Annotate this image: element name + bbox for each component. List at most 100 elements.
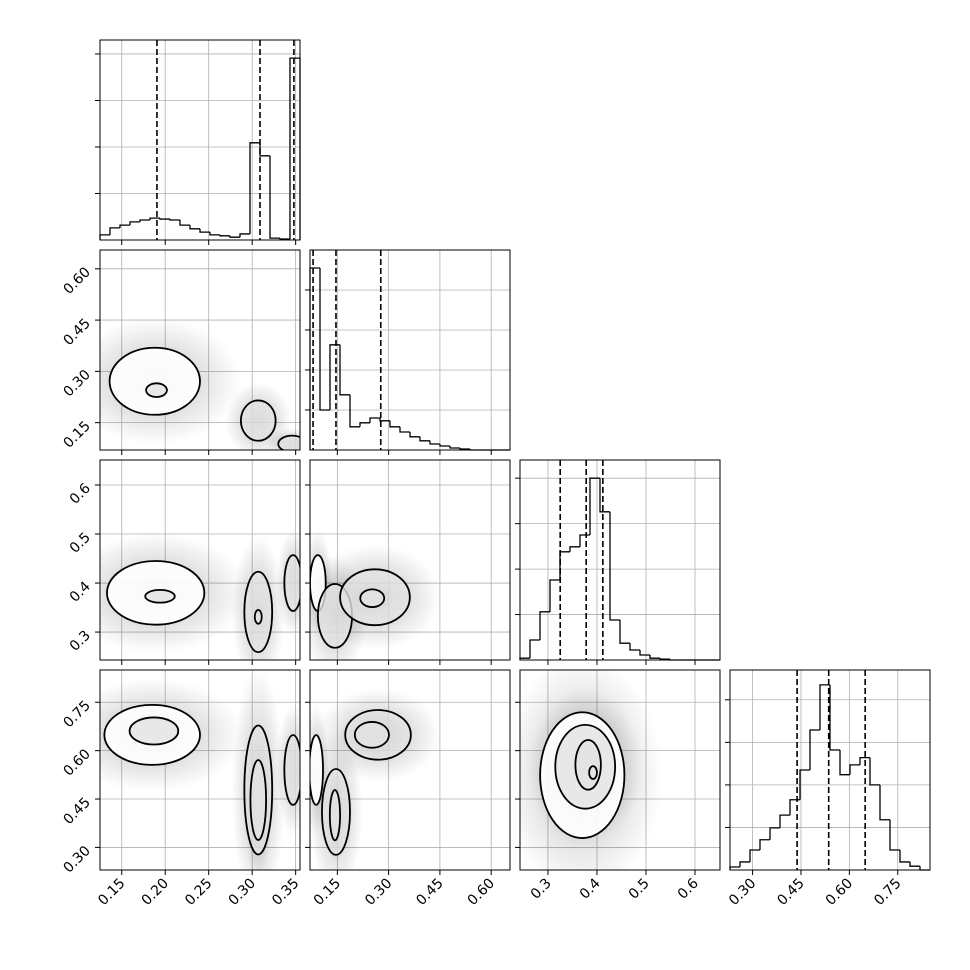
y-tick-label: 0.4 bbox=[67, 578, 94, 605]
hist-bar bbox=[199, 228, 210, 233]
panel-content bbox=[100, 670, 300, 870]
hist-bar bbox=[619, 620, 630, 644]
x-tick-label: 0.30 bbox=[362, 876, 395, 909]
hist-bar bbox=[189, 225, 200, 230]
hist-bar bbox=[139, 219, 150, 222]
hist-bar bbox=[449, 446, 460, 449]
hist-bar bbox=[149, 217, 160, 220]
hist-bar bbox=[379, 418, 390, 422]
y-tick-label: 0.30 bbox=[60, 367, 93, 400]
hist-bar bbox=[209, 232, 220, 236]
y-tick-label: 0.5 bbox=[67, 530, 94, 557]
x-tick-label: 0.25 bbox=[182, 876, 215, 909]
x-tick-label: 0.30 bbox=[726, 876, 759, 909]
hist-bar bbox=[99, 234, 110, 240]
hist-bar bbox=[539, 611, 550, 640]
x-tick-label: 0.45 bbox=[774, 876, 807, 909]
panel-frame bbox=[309, 669, 511, 871]
panel-frame bbox=[309, 459, 511, 661]
contour bbox=[128, 716, 180, 746]
x-tick-label: 0.35 bbox=[269, 876, 302, 909]
y-tick-label: 0.75 bbox=[60, 698, 93, 731]
contour bbox=[574, 739, 602, 791]
x-tick-label: 0.6 bbox=[675, 875, 702, 902]
y-tick-label: 0.15 bbox=[60, 418, 93, 451]
hist-bar bbox=[799, 769, 810, 800]
hist-bar bbox=[169, 219, 180, 221]
hist-bar bbox=[109, 227, 120, 235]
hist-bar bbox=[739, 861, 750, 868]
hist-bar bbox=[569, 546, 580, 552]
contour bbox=[328, 789, 341, 842]
hist-bar bbox=[219, 234, 230, 237]
hist-bar bbox=[419, 436, 430, 442]
panel-frame bbox=[99, 459, 301, 661]
hist-bar bbox=[179, 220, 190, 226]
hist-bar bbox=[369, 417, 380, 423]
hist-bar bbox=[339, 344, 350, 396]
x-tick-label: 0.20 bbox=[139, 876, 172, 909]
hist-bar bbox=[549, 579, 560, 612]
hist-bar bbox=[309, 267, 320, 450]
hist-bar bbox=[389, 420, 400, 428]
hist-bar bbox=[749, 849, 760, 862]
contour bbox=[145, 382, 168, 398]
hist-bar bbox=[319, 268, 330, 411]
hist-bar bbox=[859, 757, 870, 765]
hist-bar bbox=[289, 57, 301, 240]
panel-frame bbox=[309, 249, 511, 451]
hist-bar bbox=[639, 650, 650, 656]
hist-bar bbox=[329, 344, 340, 410]
panel-frame bbox=[99, 249, 301, 451]
hist-bar bbox=[579, 534, 590, 547]
y-tick-label: 0.60 bbox=[60, 264, 93, 297]
x-tick-label: 0.15 bbox=[95, 876, 128, 909]
panel-frame bbox=[519, 669, 721, 871]
x-tick-label: 0.30 bbox=[226, 876, 259, 909]
panel-content bbox=[100, 529, 300, 660]
x-tick-label: 0.60 bbox=[823, 876, 856, 909]
hist-bar bbox=[759, 839, 770, 850]
hist-bar bbox=[599, 478, 610, 513]
hist-bar bbox=[909, 861, 920, 867]
hist-bar bbox=[279, 238, 290, 240]
y-tick-label: 0.6 bbox=[67, 480, 94, 507]
hist-bar bbox=[269, 155, 280, 239]
contour bbox=[144, 589, 176, 604]
contour bbox=[283, 554, 300, 612]
hist-bar bbox=[239, 233, 250, 238]
y-tick-label: 0.45 bbox=[60, 795, 93, 828]
y-tick-label: 0.3 bbox=[67, 628, 94, 655]
contour bbox=[310, 734, 324, 806]
y-tick-label: 0.45 bbox=[60, 316, 93, 349]
panel-content bbox=[310, 529, 442, 660]
hist-bar bbox=[819, 684, 830, 730]
contour bbox=[239, 399, 277, 442]
hist-bar bbox=[609, 511, 620, 621]
contour bbox=[588, 765, 598, 780]
hist-bar bbox=[879, 784, 890, 821]
contour bbox=[108, 346, 201, 416]
x-tick-label: 0.45 bbox=[413, 876, 446, 909]
hist-bar bbox=[249, 142, 260, 234]
hist-bar bbox=[779, 814, 790, 828]
hist-bar bbox=[259, 142, 270, 157]
hist-bar bbox=[889, 819, 900, 851]
contour bbox=[353, 721, 390, 749]
hist-bar bbox=[809, 729, 820, 770]
contour bbox=[277, 434, 300, 450]
hist-bar bbox=[659, 658, 670, 660]
contour bbox=[253, 609, 263, 625]
hist-bar bbox=[119, 224, 130, 228]
hist-bar bbox=[769, 827, 780, 840]
contour bbox=[359, 588, 386, 608]
panel-frame bbox=[519, 459, 721, 661]
hist-bar bbox=[869, 757, 880, 786]
hist-bar bbox=[849, 764, 860, 775]
hist-bar bbox=[629, 643, 640, 651]
contour bbox=[249, 759, 267, 841]
hist-bar bbox=[829, 684, 840, 751]
hist-bar bbox=[459, 448, 470, 450]
